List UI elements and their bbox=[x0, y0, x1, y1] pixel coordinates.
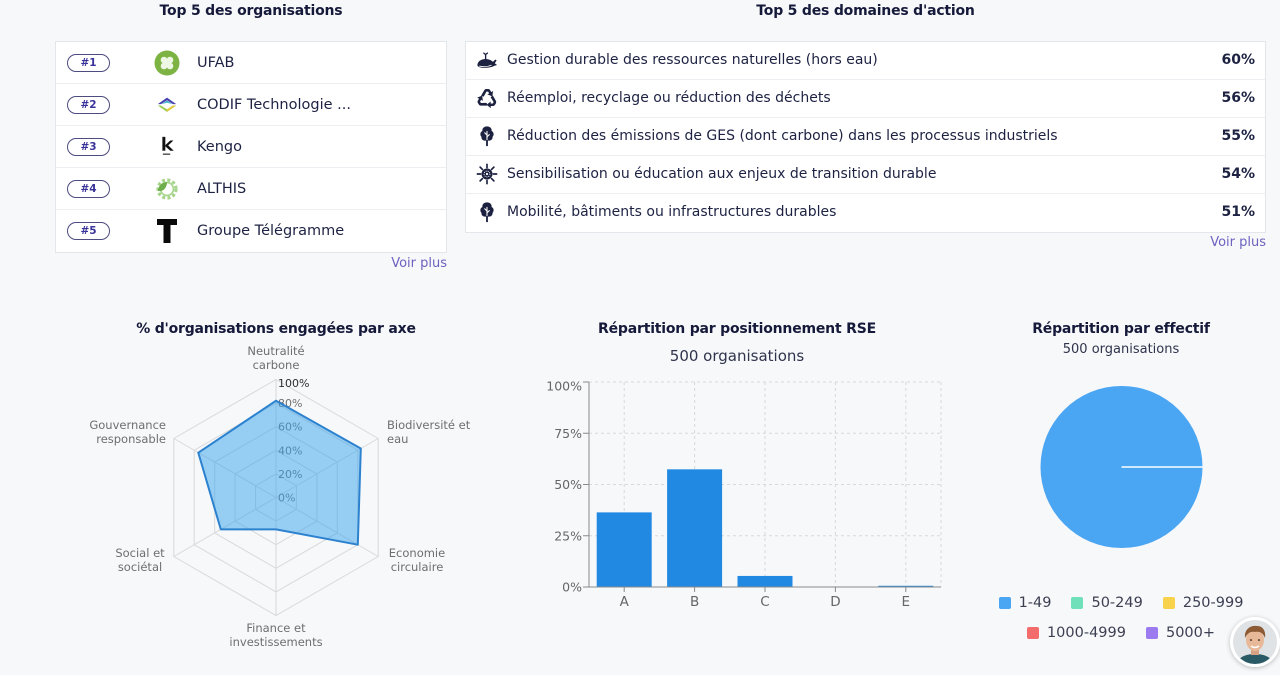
radar-chart-title: % d'organisations engagées par axe bbox=[136, 321, 416, 337]
organisation-row[interactable]: #4 ALTHIS bbox=[56, 168, 446, 210]
x-axis-tick-label: C bbox=[760, 594, 769, 610]
legend-label: 250-999 bbox=[1182, 595, 1244, 611]
organisation-name: ALTHIS bbox=[197, 181, 247, 197]
legend-label: 1-49 bbox=[1018, 595, 1052, 611]
legend-item[interactable]: 50-249 bbox=[1071, 594, 1143, 612]
legend-swatch bbox=[1026, 627, 1039, 639]
bar-chart: 0% 25% 50% 75% 100% A B C D E bbox=[546, 379, 942, 610]
legend-item[interactable]: 5000+ bbox=[1145, 624, 1216, 642]
legend-item[interactable]: 1-49 bbox=[998, 594, 1052, 612]
y-axis-tick-label: 50% bbox=[554, 477, 582, 492]
organisations-voir-plus-link[interactable]: Voir plus bbox=[391, 256, 447, 271]
top-domains-title: Top 5 des domaines d'action bbox=[756, 3, 975, 19]
domains-voir-plus-link[interactable]: Voir plus bbox=[1210, 235, 1266, 250]
domain-label: Mobilité, bâtiments ou infrastructures d… bbox=[507, 204, 837, 220]
top-organisations-title: Top 5 des organisations bbox=[159, 3, 343, 19]
domain-row[interactable]: Mobilité, bâtiments ou infrastructures d… bbox=[466, 194, 1265, 232]
top-organisations-list: #1 UFAB #2 CODIF Technologie ... #3 Keng… bbox=[55, 41, 447, 253]
kengo-logo-icon bbox=[154, 134, 180, 160]
x-axis-tick-label: E bbox=[902, 594, 911, 610]
domain-row[interactable]: Réemploi, recyclage ou réduction des déc… bbox=[466, 80, 1265, 118]
recycle-icon bbox=[475, 87, 499, 110]
bar-C[interactable] bbox=[737, 575, 793, 587]
sun-icon bbox=[476, 163, 498, 185]
pie-chart-title: Répartition par effectif bbox=[1032, 321, 1210, 337]
user-avatar[interactable] bbox=[1230, 617, 1280, 667]
rank-badge: #2 bbox=[67, 96, 110, 114]
radar-axis-label: Social et sociétal bbox=[115, 546, 165, 574]
top-domains-list: Gestion durable des ressources naturelle… bbox=[465, 41, 1266, 233]
organisation-row[interactable]: #2 CODIF Technologie ... bbox=[56, 84, 446, 126]
legend-swatch bbox=[998, 597, 1011, 609]
rank-badge: #4 bbox=[67, 180, 110, 198]
organisation-name: CODIF Technologie ... bbox=[197, 97, 351, 113]
codif-logo-icon bbox=[154, 92, 180, 118]
x-axis-tick-label: B bbox=[690, 594, 699, 610]
pie-legend: 1-49 50-249 250-999 1000-4999 5000+ bbox=[990, 594, 1252, 642]
domain-percentage: 56% bbox=[1221, 90, 1255, 106]
y-axis-tick-label: 0% bbox=[562, 580, 582, 595]
domain-label: Réduction des émissions de GES (dont car… bbox=[507, 128, 1058, 144]
legend-item[interactable]: 250-999 bbox=[1162, 594, 1244, 612]
legend-swatch bbox=[1071, 597, 1084, 609]
bar-chart-subtitle: 500 organisations bbox=[669, 347, 805, 365]
domain-percentage: 51% bbox=[1221, 204, 1255, 220]
radar-axis-label: Gouvernance responsable bbox=[89, 418, 166, 446]
bar-B[interactable] bbox=[667, 469, 723, 587]
radar-tick-label: 100% bbox=[278, 377, 309, 390]
pie-chart-subtitle: 500 organisations bbox=[1062, 342, 1180, 357]
legend-label: 50-249 bbox=[1091, 595, 1143, 611]
domain-percentage: 60% bbox=[1221, 52, 1255, 68]
althis-logo-icon bbox=[154, 176, 180, 202]
domain-label: Sensibilisation ou éducation aux enjeux … bbox=[507, 166, 937, 182]
legend-label: 5000+ bbox=[1165, 625, 1216, 641]
legend-swatch bbox=[1145, 627, 1158, 639]
organisation-name: Kengo bbox=[197, 139, 242, 155]
y-axis-tick-label: 75% bbox=[554, 426, 582, 441]
domain-row[interactable]: Sensibilisation ou éducation aux enjeux … bbox=[466, 156, 1265, 194]
bar-chart-title: Répartition par positionnement RSE bbox=[598, 321, 876, 337]
rank-badge: #3 bbox=[67, 138, 110, 156]
tree-icon bbox=[476, 201, 498, 223]
rank-badge: #5 bbox=[67, 222, 110, 240]
organisation-name: Groupe Télégramme bbox=[197, 223, 345, 239]
bar-A[interactable] bbox=[596, 512, 652, 587]
rank-badge: #1 bbox=[67, 54, 110, 72]
tree-icon bbox=[476, 125, 498, 147]
radar-axis-label: Biodiversité et eau bbox=[387, 418, 471, 446]
organisation-row[interactable]: #5 Groupe Télégramme bbox=[56, 210, 446, 252]
domain-label: Réemploi, recyclage ou réduction des déc… bbox=[507, 90, 831, 106]
pie-chart bbox=[1040, 386, 1203, 548]
legend-swatch bbox=[1162, 597, 1175, 609]
radar-axis-label: Neutralité carbone bbox=[247, 344, 305, 372]
x-axis-tick-label: A bbox=[620, 594, 630, 610]
domain-row[interactable]: Gestion durable des ressources naturelle… bbox=[466, 42, 1265, 80]
ufab-logo-icon bbox=[154, 50, 180, 76]
legend-label: 1000-4999 bbox=[1046, 625, 1126, 641]
domain-percentage: 54% bbox=[1221, 166, 1255, 182]
avatar-photo-icon bbox=[1230, 617, 1280, 667]
organisation-name: UFAB bbox=[197, 55, 235, 71]
x-axis-tick-label: D bbox=[830, 594, 840, 610]
radar-data-area[interactable] bbox=[197, 399, 362, 546]
organisation-row[interactable]: #3 Kengo bbox=[56, 126, 446, 168]
radar-axis-label: Economie circulaire bbox=[388, 546, 446, 574]
radar-axis-label: Finance et investissements bbox=[229, 621, 323, 649]
legend-item[interactable]: 1000-4999 bbox=[1026, 624, 1126, 642]
radar-chart: 0%20%40%60%80%100% bbox=[173, 377, 379, 617]
y-axis-tick-label: 25% bbox=[554, 528, 582, 543]
y-axis-tick-label: 100% bbox=[546, 379, 582, 394]
bar-E[interactable] bbox=[878, 585, 934, 587]
whale-icon bbox=[476, 49, 498, 71]
domain-row[interactable]: Réduction des émissions de GES (dont car… bbox=[466, 118, 1265, 156]
domain-percentage: 55% bbox=[1221, 128, 1255, 144]
organisation-row[interactable]: #1 UFAB bbox=[56, 42, 446, 84]
domain-label: Gestion durable des ressources naturelle… bbox=[507, 52, 878, 68]
telegramme-logo-icon bbox=[154, 218, 180, 244]
